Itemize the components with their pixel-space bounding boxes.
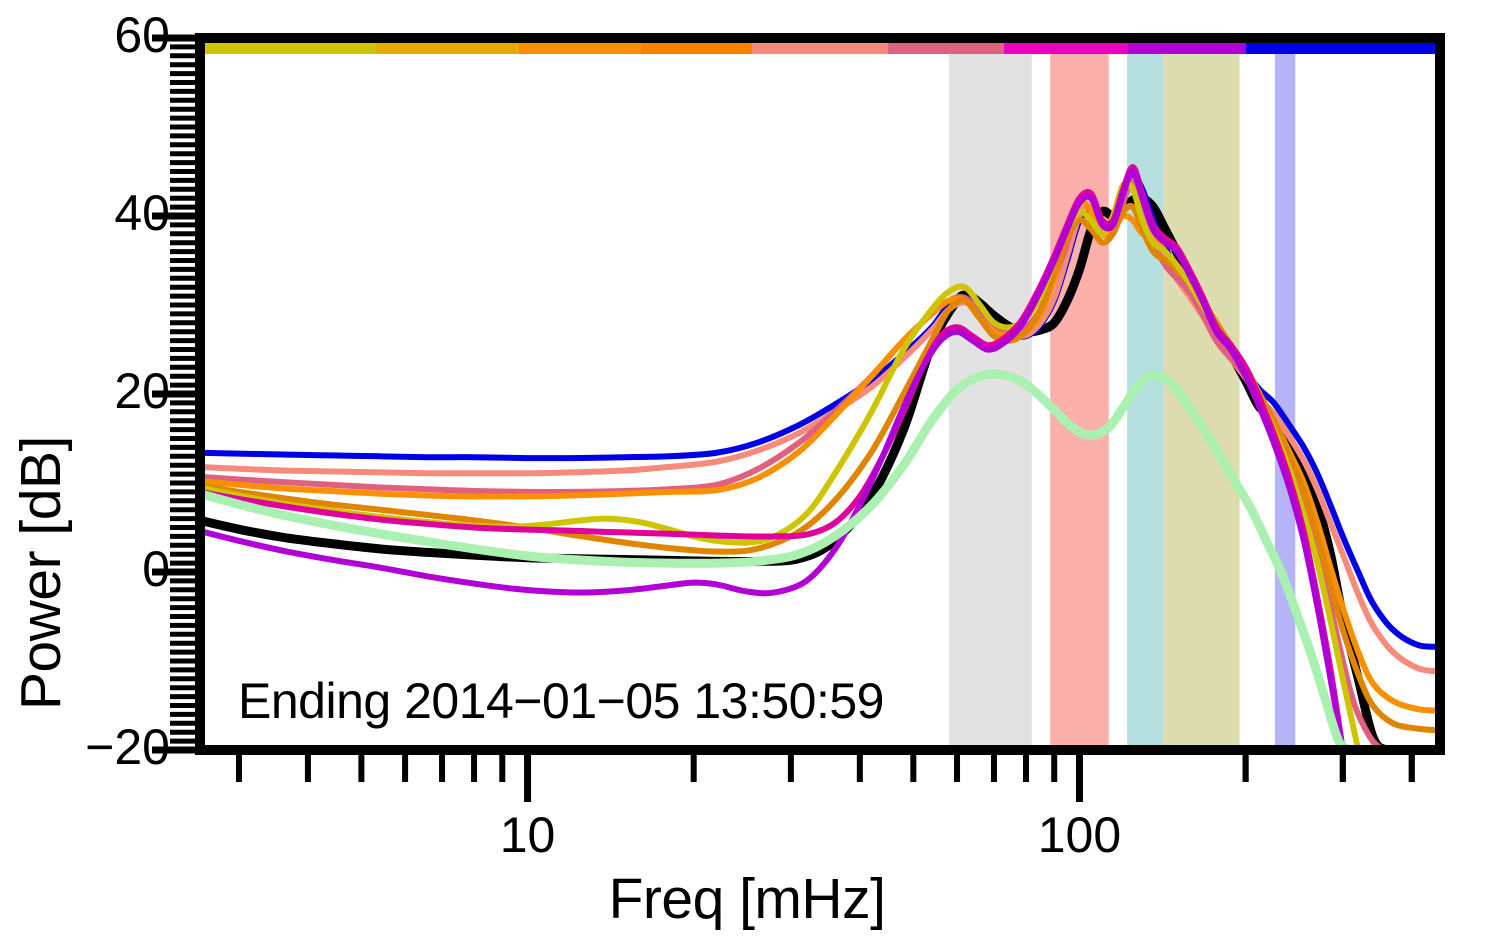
series-orange-curve-b bbox=[200, 202, 1440, 734]
colorbar-segment-2 bbox=[517, 41, 641, 54]
series-blue-curve bbox=[200, 172, 1440, 650]
series-purple-curve bbox=[200, 168, 1346, 750]
shaded-bands-group bbox=[948, 38, 1296, 750]
series-group bbox=[200, 164, 1440, 750]
y-tick-label: 40 bbox=[114, 185, 170, 241]
axis-frame-top bbox=[195, 33, 1445, 43]
axis-frame-bottom bbox=[195, 745, 1445, 755]
y-tick-label: 0 bbox=[142, 541, 170, 597]
colorbar-segment-4 bbox=[751, 41, 889, 54]
colorbar-segment-6 bbox=[1004, 41, 1128, 54]
colorbar-segment-8 bbox=[1245, 41, 1440, 54]
x-axis-title: Freq [mHz] bbox=[608, 867, 886, 931]
series-salmon-curve bbox=[200, 181, 1440, 675]
axes-frame-group bbox=[195, 33, 1445, 755]
y-tick-label: −20 bbox=[85, 719, 170, 775]
band-pink bbox=[1050, 38, 1109, 750]
colorbar-segment-1 bbox=[375, 41, 518, 54]
band-lavender bbox=[1274, 38, 1296, 750]
series-lightgreen-curve bbox=[200, 369, 1356, 750]
x-tick-label: 10 bbox=[499, 807, 556, 863]
colorbar-segment-7 bbox=[1127, 41, 1246, 54]
axis-ticks-group bbox=[152, 34, 1415, 802]
band-gray bbox=[948, 38, 1032, 750]
axis-frame-right bbox=[1435, 33, 1445, 755]
colorbar-segment-0 bbox=[200, 41, 376, 54]
colorbar-segment-3 bbox=[640, 41, 752, 54]
x-tick-label: 100 bbox=[1037, 807, 1122, 863]
axis-frame-left bbox=[195, 33, 205, 755]
y-tick-label: 20 bbox=[114, 363, 170, 419]
top-colorbar-group bbox=[200, 41, 1440, 54]
colorbar-segment-5 bbox=[888, 41, 1005, 54]
y-tick-label: 60 bbox=[114, 7, 170, 63]
ending-timestamp-annotation: Ending 2014−01−05 13:50:59 bbox=[238, 673, 884, 729]
